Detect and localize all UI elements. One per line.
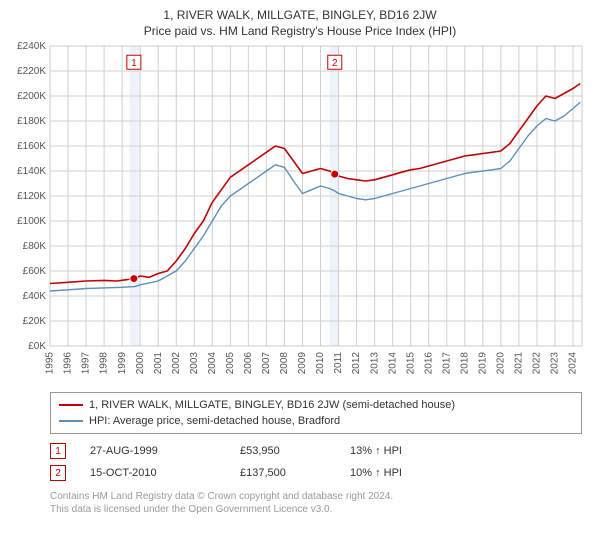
sale-delta: 13% ↑ HPI bbox=[350, 445, 470, 457]
attribution-line: Contains HM Land Registry data © Crown c… bbox=[50, 490, 582, 503]
svg-text:2002: 2002 bbox=[171, 352, 182, 375]
legend-label: 1, RIVER WALK, MILLGATE, BINGLEY, BD16 2… bbox=[89, 399, 455, 411]
svg-text:2011: 2011 bbox=[333, 352, 344, 374]
svg-text:£180K: £180K bbox=[17, 116, 46, 127]
attribution-line: This data is licensed under the Open Gov… bbox=[50, 503, 582, 516]
svg-text:£60K: £60K bbox=[23, 266, 47, 277]
svg-text:1: 1 bbox=[131, 58, 137, 69]
svg-text:2006: 2006 bbox=[243, 352, 254, 375]
svg-text:£20K: £20K bbox=[23, 316, 47, 327]
svg-text:2012: 2012 bbox=[351, 352, 362, 375]
svg-text:£120K: £120K bbox=[17, 191, 46, 202]
svg-text:2014: 2014 bbox=[387, 352, 398, 375]
svg-text:2022: 2022 bbox=[532, 352, 543, 375]
chart-title: 1, RIVER WALK, MILLGATE, BINGLEY, BD16 2… bbox=[14, 8, 586, 22]
svg-text:1997: 1997 bbox=[81, 352, 92, 375]
svg-text:2009: 2009 bbox=[297, 352, 308, 375]
sale-badge: 2 bbox=[50, 465, 66, 481]
sale-price: £137,500 bbox=[240, 467, 350, 479]
attribution: Contains HM Land Registry data © Crown c… bbox=[50, 490, 582, 516]
sale-badge: 1 bbox=[50, 443, 66, 459]
legend-label: HPI: Average price, semi-detached house,… bbox=[89, 415, 340, 427]
svg-text:2018: 2018 bbox=[459, 352, 470, 375]
legend-swatch bbox=[59, 420, 83, 422]
svg-text:1999: 1999 bbox=[117, 352, 128, 375]
legend-row: 1, RIVER WALK, MILLGATE, BINGLEY, BD16 2… bbox=[59, 397, 573, 413]
svg-text:£0K: £0K bbox=[28, 341, 46, 352]
svg-text:2020: 2020 bbox=[495, 352, 506, 375]
svg-text:2001: 2001 bbox=[153, 352, 164, 375]
chart-plot: £0K£20K£40K£60K£80K£100K£120K£140K£160K£… bbox=[50, 46, 582, 386]
svg-text:£80K: £80K bbox=[23, 241, 47, 252]
svg-text:2: 2 bbox=[332, 58, 338, 69]
svg-text:1996: 1996 bbox=[63, 352, 74, 375]
svg-text:2008: 2008 bbox=[279, 352, 290, 375]
sale-date: 27-AUG-1999 bbox=[90, 445, 240, 457]
svg-text:2000: 2000 bbox=[135, 352, 146, 375]
svg-text:2003: 2003 bbox=[189, 352, 200, 375]
svg-text:£200K: £200K bbox=[17, 91, 46, 102]
legend: 1, RIVER WALK, MILLGATE, BINGLEY, BD16 2… bbox=[50, 392, 582, 434]
sale-date: 15-OCT-2010 bbox=[90, 467, 240, 479]
legend-swatch bbox=[59, 404, 83, 406]
svg-text:2021: 2021 bbox=[514, 352, 525, 375]
svg-text:£140K: £140K bbox=[17, 166, 46, 177]
chart-subtitle: Price paid vs. HM Land Registry's House … bbox=[14, 24, 586, 38]
svg-text:2023: 2023 bbox=[550, 352, 561, 375]
sale-price: £53,950 bbox=[240, 445, 350, 457]
svg-text:2005: 2005 bbox=[225, 352, 236, 375]
svg-text:2017: 2017 bbox=[441, 352, 452, 375]
sales-table: 1 27-AUG-1999£53,95013% ↑ HPI 2 15-OCT-2010… bbox=[50, 440, 582, 484]
svg-text:2015: 2015 bbox=[405, 352, 416, 375]
svg-text:2016: 2016 bbox=[423, 352, 434, 375]
svg-text:£240K: £240K bbox=[17, 41, 46, 52]
svg-text:1998: 1998 bbox=[99, 352, 110, 375]
legend-row: HPI: Average price, semi-detached house,… bbox=[59, 413, 573, 429]
svg-text:£100K: £100K bbox=[17, 216, 46, 227]
svg-text:£160K: £160K bbox=[17, 141, 46, 152]
svg-text:2013: 2013 bbox=[369, 352, 380, 375]
svg-text:2024: 2024 bbox=[568, 352, 579, 375]
svg-text:1995: 1995 bbox=[45, 352, 56, 375]
svg-text:2004: 2004 bbox=[207, 352, 218, 375]
sale-delta: 10% ↑ HPI bbox=[350, 467, 470, 479]
sale-row: 1 27-AUG-1999£53,95013% ↑ HPI bbox=[50, 440, 582, 462]
svg-text:2010: 2010 bbox=[315, 352, 326, 375]
svg-text:£40K: £40K bbox=[23, 291, 47, 302]
sale-row: 2 15-OCT-2010£137,50010% ↑ HPI bbox=[50, 462, 582, 484]
svg-text:2007: 2007 bbox=[261, 352, 272, 375]
svg-text:2019: 2019 bbox=[477, 352, 488, 375]
svg-text:£220K: £220K bbox=[17, 66, 46, 77]
